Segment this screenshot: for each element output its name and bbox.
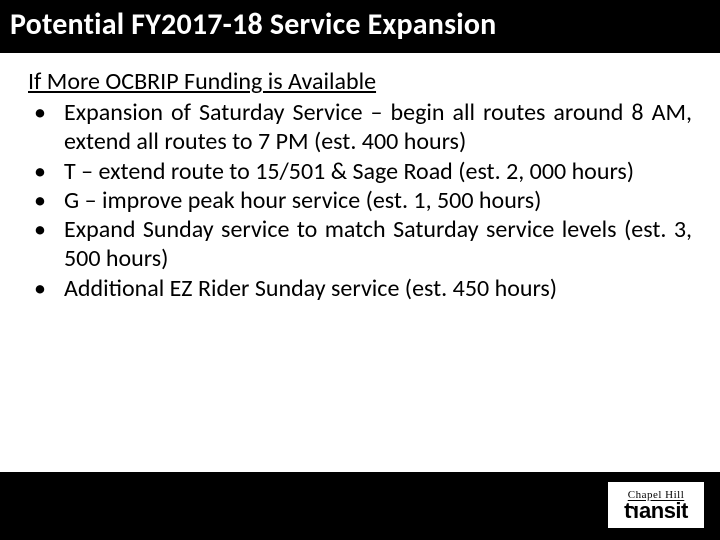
list-item-text: T – extend route to 15/501 & Sage Road (… [64,157,692,186]
content-area: If More OCBRIP Funding is Available • Ex… [0,53,720,303]
bullet-icon: • [28,186,64,215]
title-bar: Potential FY2017-18 Service Expansion [0,0,720,53]
bullet-icon: • [28,157,64,186]
list-item: • G – improve peak hour service (est. 1,… [28,186,692,215]
list-item-text: Additional EZ Rider Sunday service (est.… [64,274,692,303]
bullet-icon: • [28,98,64,127]
list-item: • Expand Sunday service to match Saturda… [28,215,692,274]
bullet-list: • Expansion of Saturday Service – begin … [28,98,692,303]
slide-title: Potential FY2017-18 Service Expansion [10,6,710,43]
subheading: If More OCBRIP Funding is Available [28,67,692,96]
bullet-icon: • [28,274,64,303]
list-item: • Expansion of Saturday Service – begin … [28,98,692,157]
list-item: • T – extend route to 15/501 & Sage Road… [28,157,692,186]
list-item-text: Expansion of Saturday Service – begin al… [64,98,692,157]
logo: Chapel Hill transit [606,480,706,530]
list-item-text: G – improve peak hour service (est. 1, 5… [64,186,692,215]
list-item: • Additional EZ Rider Sunday service (es… [28,274,692,303]
logo-bottom-text: transit [624,501,688,521]
list-item-text: Expand Sunday service to match Saturday … [64,215,692,274]
footer-bar: Chapel Hill transit [0,472,720,540]
slide: Potential FY2017-18 Service Expansion If… [0,0,720,540]
bullet-icon: • [28,215,64,244]
